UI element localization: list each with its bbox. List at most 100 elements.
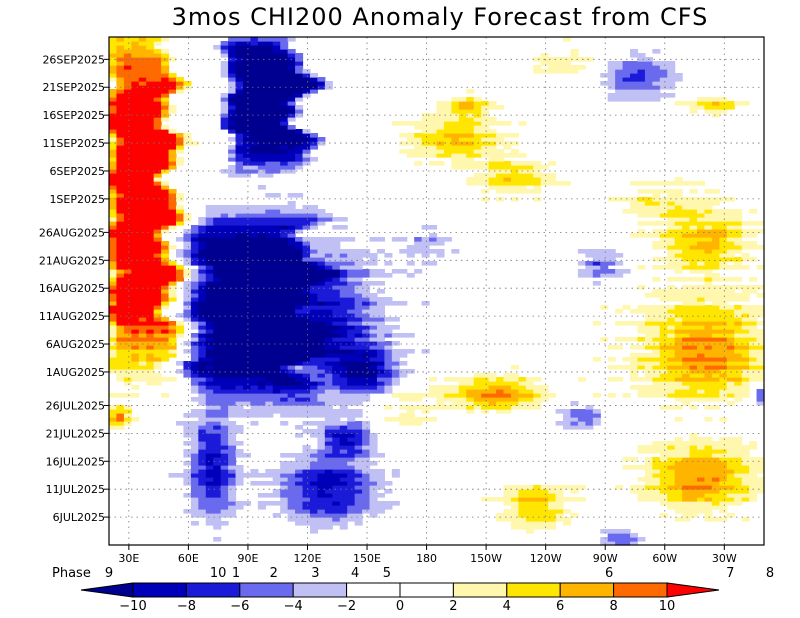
- anomaly-cell: [570, 49, 579, 54]
- anomaly-cell: [443, 141, 452, 146]
- anomaly-cell: [622, 529, 631, 534]
- anomaly-cell: [138, 185, 147, 190]
- anomaly-cell: [138, 361, 147, 366]
- anomaly-cell: [295, 301, 304, 306]
- anomaly-cell: [272, 477, 281, 482]
- anomaly-cell: [198, 329, 207, 334]
- anomaly-cell: [741, 361, 750, 366]
- anomaly-cell: [369, 449, 378, 454]
- anomaly-cell: [488, 169, 497, 174]
- anomaly-cell: [354, 361, 363, 366]
- anomaly-cell: [659, 65, 668, 70]
- anomaly-cell: [689, 261, 698, 266]
- anomaly-cell: [138, 261, 147, 266]
- anomaly-cell: [265, 345, 274, 350]
- anomaly-cell: [496, 137, 505, 142]
- anomaly-cell: [652, 361, 661, 366]
- anomaly-cell: [659, 309, 668, 314]
- anomaly-cell: [250, 137, 259, 142]
- anomaly-cell: [309, 393, 319, 398]
- anomaly-cell: [295, 61, 304, 66]
- anomaly-cell: [704, 385, 713, 390]
- anomaly-cell: [257, 81, 266, 86]
- anomaly-cell: [354, 453, 363, 458]
- anomaly-cell: [667, 233, 676, 238]
- anomaly-cell: [287, 133, 296, 138]
- anomaly-cell: [741, 473, 750, 478]
- anomaly-cell: [734, 233, 743, 238]
- anomaly-cell: [354, 441, 363, 446]
- anomaly-cell: [659, 241, 668, 246]
- anomaly-cell: [689, 465, 698, 470]
- anomaly-cell: [719, 441, 728, 446]
- anomaly-cell: [622, 73, 631, 78]
- anomaly-cell: [131, 377, 140, 382]
- anomaly-cell: [257, 45, 266, 50]
- anomaly-cell: [644, 489, 653, 494]
- anomaly-cell: [146, 365, 155, 370]
- anomaly-cell: [451, 121, 460, 126]
- anomaly-cell: [213, 361, 222, 366]
- anomaly-cell: [674, 193, 683, 198]
- anomaly-cell: [421, 249, 430, 254]
- anomaly-cell: [198, 261, 207, 266]
- anomaly-cell: [332, 305, 341, 310]
- anomaly-cell: [242, 69, 252, 74]
- anomaly-cell: [242, 333, 252, 338]
- anomaly-cell: [436, 109, 445, 114]
- anomaly-cell: [704, 233, 713, 238]
- anomaly-cell: [384, 481, 393, 486]
- anomaly-cell: [287, 213, 296, 218]
- anomaly-cell: [510, 189, 519, 194]
- anomaly-cell: [161, 221, 170, 226]
- anomaly-cell: [652, 85, 661, 90]
- anomaly-cell: [250, 469, 259, 474]
- anomaly-cell: [175, 361, 185, 366]
- colorbar-label: 6: [556, 599, 564, 614]
- anomaly-cell: [376, 349, 385, 354]
- anomaly-cell: [406, 137, 415, 142]
- anomaly-cell: [257, 157, 266, 162]
- anomaly-cell: [250, 93, 259, 98]
- anomaly-cell: [644, 221, 653, 226]
- anomaly-cell: [280, 493, 289, 498]
- anomaly-cell: [257, 165, 266, 170]
- anomaly-cell: [354, 257, 363, 262]
- anomaly-cell: [391, 469, 400, 474]
- anomaly-cell: [726, 341, 735, 346]
- anomaly-cell: [697, 265, 706, 270]
- anomaly-cell: [384, 373, 393, 378]
- anomaly-cell: [183, 473, 192, 478]
- anomaly-cell: [324, 241, 333, 246]
- anomaly-cell: [726, 465, 735, 470]
- anomaly-cell: [250, 353, 259, 358]
- anomaly-cell: [242, 253, 252, 258]
- anomaly-cell: [347, 377, 356, 382]
- anomaly-cell: [347, 285, 356, 290]
- anomaly-cell: [667, 381, 676, 386]
- anomaly-cell: [719, 437, 728, 442]
- anomaly-cell: [309, 301, 319, 306]
- anomaly-cell: [749, 245, 758, 250]
- anomaly-cell: [317, 497, 326, 502]
- anomaly-field: [109, 37, 765, 546]
- anomaly-cell: [339, 361, 348, 366]
- anomaly-cell: [250, 313, 259, 318]
- anomaly-cell: [302, 213, 311, 218]
- anomaly-cell: [659, 201, 668, 206]
- anomaly-cell: [220, 437, 229, 442]
- anomaly-cell: [704, 189, 713, 194]
- anomaly-cell: [109, 337, 118, 342]
- anomaly-cell: [711, 317, 720, 322]
- anomaly-cell: [272, 57, 281, 62]
- anomaly-cell: [131, 337, 140, 342]
- anomaly-cell: [228, 229, 237, 234]
- anomaly-cell: [146, 185, 155, 190]
- anomaly-cell: [689, 453, 698, 458]
- anomaly-cell: [734, 445, 743, 450]
- anomaly-cell: [503, 145, 512, 150]
- anomaly-cell: [250, 269, 259, 274]
- anomaly-cell: [109, 197, 118, 202]
- anomaly-cell: [376, 505, 385, 510]
- anomaly-cell: [682, 369, 691, 374]
